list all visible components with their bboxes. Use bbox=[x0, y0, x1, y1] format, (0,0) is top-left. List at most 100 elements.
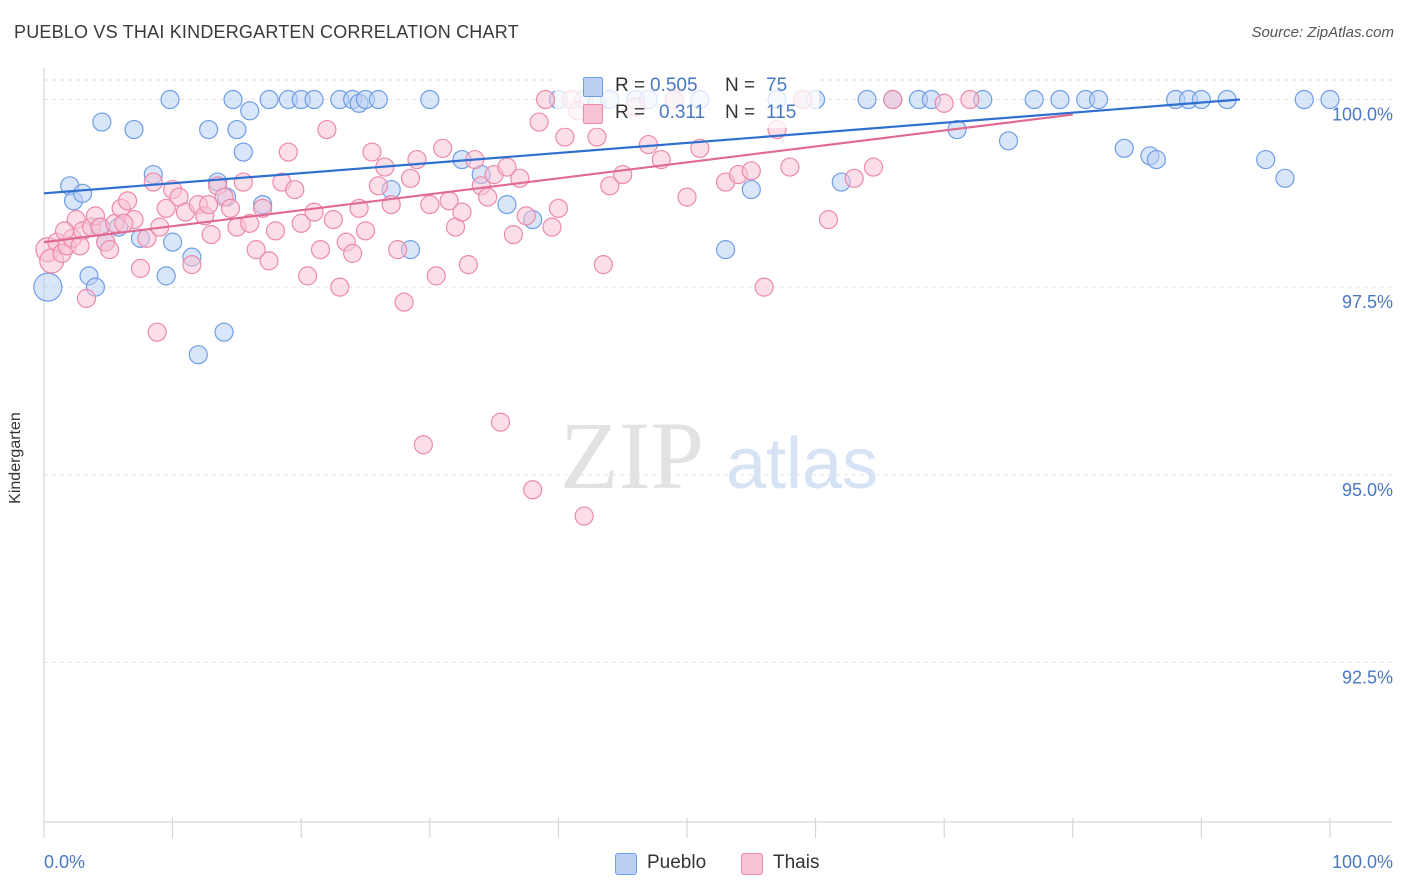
thais-point bbox=[143, 172, 163, 192]
series-thais bbox=[35, 89, 980, 526]
thais-point bbox=[555, 127, 575, 147]
thais-point bbox=[246, 240, 266, 260]
pueblo-point bbox=[1191, 89, 1212, 110]
pueblo-point bbox=[188, 345, 208, 365]
thais-point bbox=[117, 191, 138, 211]
pueblo-r-value: 0.505 bbox=[650, 75, 698, 96]
thais-point bbox=[587, 127, 607, 147]
thais-point bbox=[182, 255, 202, 275]
pueblo-point bbox=[160, 89, 180, 110]
thais-point bbox=[291, 213, 311, 233]
pueblo-point bbox=[1114, 138, 1134, 158]
pueblo-point bbox=[199, 119, 219, 140]
thais-point bbox=[960, 89, 980, 110]
thais-point bbox=[76, 288, 97, 309]
thais-point bbox=[355, 221, 376, 241]
thais-point bbox=[490, 412, 511, 432]
thais-legend-label: Thais bbox=[773, 852, 820, 873]
r-label: R = bbox=[615, 102, 646, 123]
thais-point bbox=[323, 210, 343, 230]
thais-point bbox=[818, 210, 839, 230]
thais-point bbox=[330, 277, 350, 297]
thais-point bbox=[147, 322, 167, 342]
thais-point bbox=[240, 213, 260, 233]
thais-point bbox=[529, 112, 549, 132]
axis-tick-labels: 100.0% 97.5% 95.0% 92.5% 0.0% 100.0% bbox=[44, 105, 1393, 872]
thais-point bbox=[394, 292, 414, 312]
pueblo-point bbox=[33, 272, 63, 302]
thais-point bbox=[199, 194, 219, 215]
thais-point bbox=[54, 221, 75, 241]
thais-point bbox=[310, 240, 331, 260]
chart-title: PUEBLO VS THAI KINDERGARTEN CORRELATION … bbox=[14, 22, 519, 42]
thais-point bbox=[317, 119, 337, 140]
thais-point bbox=[253, 198, 273, 218]
thais-point bbox=[503, 225, 523, 245]
thais-point bbox=[400, 168, 421, 188]
thais-swatch bbox=[583, 104, 603, 124]
thais-point bbox=[458, 255, 478, 275]
pueblo-point bbox=[715, 240, 736, 260]
pueblo-point bbox=[259, 89, 279, 110]
watermark-zip: ZIP bbox=[560, 402, 704, 509]
y-tick-label: 95.0% bbox=[1342, 480, 1393, 500]
pueblo-point bbox=[214, 322, 234, 342]
pueblo-point bbox=[304, 89, 324, 110]
pueblo-swatch bbox=[583, 77, 603, 97]
gridlines bbox=[44, 79, 1392, 663]
thais-point bbox=[574, 506, 594, 526]
thais-point bbox=[156, 198, 176, 218]
pueblo-point bbox=[1146, 149, 1166, 170]
thais-point bbox=[883, 89, 903, 110]
pueblo-point bbox=[1024, 89, 1044, 110]
trend-lines bbox=[43, 98, 1241, 244]
thais-point bbox=[754, 277, 774, 297]
thais-point bbox=[613, 164, 633, 185]
thais-point bbox=[285, 179, 305, 200]
y-tick-label: 97.5% bbox=[1342, 292, 1393, 312]
thais-point bbox=[343, 243, 363, 263]
thais-point bbox=[99, 240, 120, 260]
thais-point bbox=[523, 480, 543, 500]
thais-point bbox=[233, 172, 253, 192]
thais-point bbox=[388, 240, 408, 260]
pueblo-legend-swatch bbox=[615, 853, 637, 875]
pueblo-point bbox=[223, 89, 243, 110]
thais-point bbox=[362, 142, 382, 162]
pueblo-point bbox=[240, 101, 260, 121]
thais-point bbox=[413, 435, 433, 455]
pueblo-point bbox=[741, 179, 761, 200]
thais-point bbox=[407, 149, 427, 170]
thais-point bbox=[593, 255, 614, 275]
thais-point bbox=[600, 176, 620, 196]
pueblo-point bbox=[998, 131, 1019, 151]
pueblo-point bbox=[92, 112, 112, 132]
thais-r-value: 0.311 bbox=[659, 102, 706, 123]
n-label: N = bbox=[725, 102, 756, 123]
thais-point bbox=[535, 89, 556, 110]
watermark: ZIP atlas bbox=[560, 402, 878, 509]
pueblo-point bbox=[1256, 149, 1276, 170]
r-label: R = bbox=[615, 75, 646, 96]
thais-point bbox=[220, 198, 241, 218]
pueblo-point bbox=[857, 89, 877, 110]
pueblo-point bbox=[163, 232, 183, 252]
thais-point bbox=[780, 157, 800, 177]
thais-point bbox=[70, 236, 90, 256]
watermark-atlas: atlas bbox=[726, 424, 878, 504]
thais-point bbox=[201, 225, 221, 245]
pueblo-point bbox=[227, 119, 247, 140]
thais-point bbox=[844, 168, 864, 188]
n-label: N = bbox=[725, 75, 756, 96]
pueblo-n-value: 75 bbox=[766, 75, 788, 96]
x-tick-label-end: 100.0% bbox=[1332, 852, 1393, 872]
thais-point bbox=[548, 198, 569, 218]
thais-point bbox=[863, 157, 884, 177]
y-tick-label: 100.0% bbox=[1332, 105, 1393, 125]
pueblo-point bbox=[368, 89, 388, 110]
thais-legend-swatch bbox=[741, 853, 763, 875]
y-tick-label: 92.5% bbox=[1342, 667, 1393, 687]
thais-point bbox=[368, 176, 388, 196]
pueblo-point bbox=[233, 142, 253, 162]
thais-point bbox=[542, 217, 562, 237]
